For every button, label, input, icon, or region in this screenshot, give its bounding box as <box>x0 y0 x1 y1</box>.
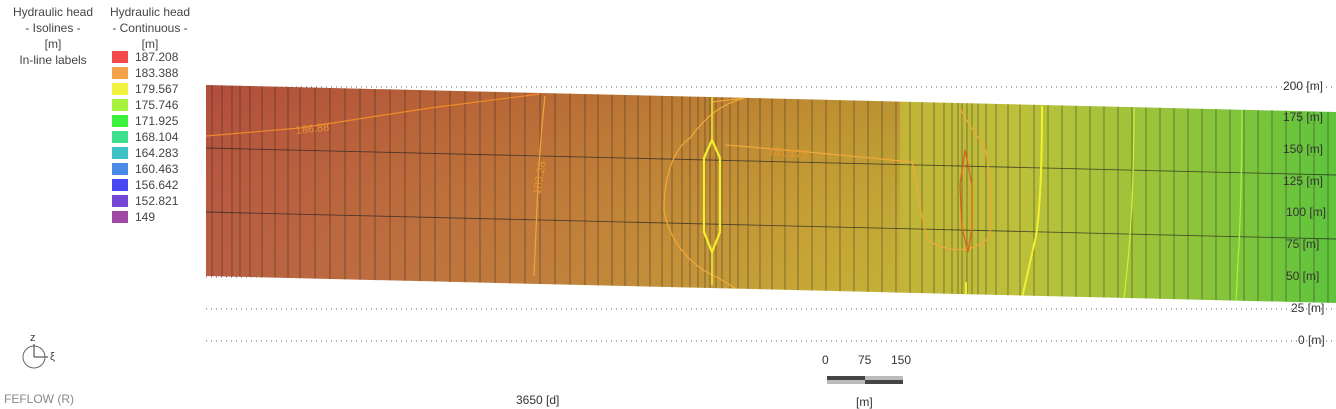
isolines-legend-header: Hydraulic head - Isolines - [m] In-line … <box>2 4 104 68</box>
scale-tick-75: 75 <box>858 353 872 367</box>
axis-tick-label: 75 [m] <box>1286 237 1320 251</box>
legend-color-swatch <box>112 51 128 63</box>
axis-tick-label: 25 [m] <box>1291 301 1325 315</box>
isolines-legend-mode: In-line labels <box>19 53 87 67</box>
legend-value: 187.208 <box>135 50 179 64</box>
legend-value: 160.463 <box>135 162 179 176</box>
isolines-legend-title: Hydraulic head <box>12 5 94 19</box>
legend-color-swatch <box>112 99 128 111</box>
legend-value: 179.567 <box>135 82 179 96</box>
legend-color-swatch <box>112 115 128 127</box>
app-watermark: FEFLOW (R) <box>4 392 74 406</box>
continuous-legend-title: Hydraulic head <box>109 5 191 19</box>
legend-entry: 171.925 <box>112 113 178 129</box>
orientation-axes-icon: z ξ <box>22 332 55 369</box>
legend-color-swatch <box>112 67 128 79</box>
legend-color-swatch <box>112 131 128 143</box>
legend-color-swatch <box>112 211 128 223</box>
isoline-label: 181.175 <box>768 146 809 161</box>
axis-tick-label: 200 [m] <box>1283 79 1324 93</box>
legend-entry: 160.463 <box>112 161 178 177</box>
legend-entry: 168.104 <box>112 129 178 145</box>
isolines-legend-subtitle: - Isolines - <box>25 21 81 35</box>
legend-entry: 175.746 <box>112 97 178 113</box>
xi-axis-label: ξ <box>50 351 55 363</box>
scale-tick-150: 150 <box>891 353 912 367</box>
legend-color-swatch <box>112 83 128 95</box>
isoline-labels: 186.88 183.28 181.175 <box>295 122 808 196</box>
scale-unit: [m] <box>856 395 873 409</box>
cross-section-slab: 186.88 183.28 181.175 <box>206 85 1336 303</box>
z-axis-label: z <box>30 332 36 344</box>
axis-tick-label: 0 [m] <box>1298 333 1325 347</box>
continuous-legend-subtitle: - Continuous - <box>112 21 188 35</box>
isolines <box>206 93 1243 303</box>
legend-color-swatch <box>112 147 128 159</box>
legend-entry: 149 <box>112 209 155 225</box>
continuous-legend-header: Hydraulic head - Continuous - [m] <box>102 4 198 52</box>
legend-value: 168.104 <box>135 130 179 144</box>
legend-entry: 183.388 <box>112 65 178 81</box>
axis-tick-label: 100 [m] <box>1286 205 1327 219</box>
legend-color-swatch <box>112 163 128 175</box>
legend-color-swatch <box>112 195 128 207</box>
legend-entry: 179.567 <box>112 81 178 97</box>
scale-tick-0: 0 <box>822 353 829 367</box>
scale-bar <box>827 376 903 384</box>
isolines-legend-unit: [m] <box>44 37 62 51</box>
isoline-label: 186.88 <box>295 122 330 137</box>
legend-value: 149 <box>135 210 156 224</box>
continuous-legend-unit: [m] <box>141 37 159 51</box>
legend-color-swatch <box>112 179 128 191</box>
axis-tick-label: 50 [m] <box>1286 269 1320 283</box>
axis-tick-label: 125 [m] <box>1283 174 1324 188</box>
legend-value: 171.925 <box>135 114 179 128</box>
legend-value: 183.388 <box>135 66 179 80</box>
axis-tick-label: 150 [m] <box>1283 142 1324 156</box>
axis-tick-label: 175 [m] <box>1283 110 1324 124</box>
legend-value: 152.821 <box>135 194 179 208</box>
legend-value: 175.746 <box>135 98 179 112</box>
legend-entry: 152.821 <box>112 193 178 209</box>
layer-lines <box>206 147 1336 240</box>
legend-value: 156.642 <box>135 178 179 192</box>
legend-entry: 187.208 <box>112 49 178 65</box>
legend-entry: 156.642 <box>112 177 178 193</box>
isoline-label: 183.28 <box>531 160 549 195</box>
legend-entry: 164.283 <box>112 145 178 161</box>
legend-value: 164.283 <box>135 146 179 160</box>
simulation-time: 3650 [d] <box>516 393 560 407</box>
